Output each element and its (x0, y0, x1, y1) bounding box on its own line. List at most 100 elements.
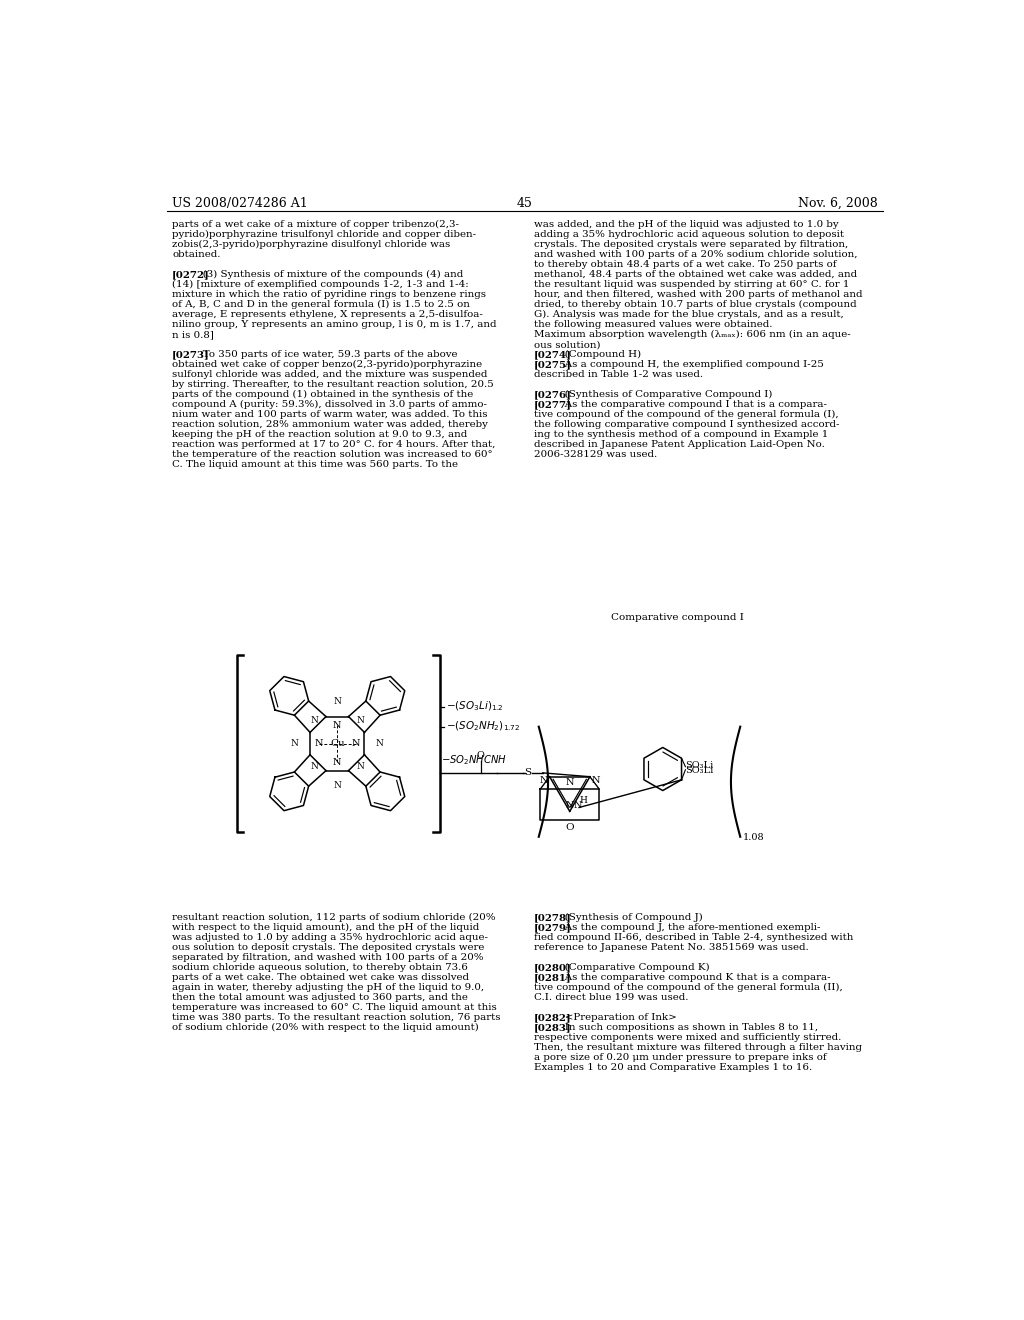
Text: separated by filtration, and washed with 100 parts of a 20%: separated by filtration, and washed with… (172, 953, 483, 962)
Text: N: N (573, 801, 582, 809)
Text: described in Table 1-2 was used.: described in Table 1-2 was used. (535, 370, 703, 379)
Text: tive compound of the compound of the general formula (I),: tive compound of the compound of the gen… (535, 411, 839, 420)
Text: [0273]: [0273] (172, 350, 210, 359)
Text: reference to Japanese Patent No. 3851569 was used.: reference to Japanese Patent No. 3851569… (535, 942, 809, 952)
Text: time was 380 parts. To the resultant reaction solution, 76 parts: time was 380 parts. To the resultant rea… (172, 1014, 501, 1022)
Text: of A, B, C and D in the general formula (I) is 1.5 to 2.5 on: of A, B, C and D in the general formula … (172, 300, 470, 309)
Text: 1.08: 1.08 (742, 833, 764, 842)
Text: N: N (356, 762, 365, 771)
Text: O: O (565, 824, 574, 832)
Text: S: S (524, 768, 531, 777)
Text: To 350 parts of ice water, 59.3 parts of the above: To 350 parts of ice water, 59.3 parts of… (193, 350, 458, 359)
Text: (Synthesis of Compound J): (Synthesis of Compound J) (555, 913, 702, 923)
Text: hour, and then filtered, washed with 200 parts of methanol and: hour, and then filtered, washed with 200… (535, 290, 862, 300)
Text: As a compound H, the exemplified compound I-25: As a compound H, the exemplified compoun… (555, 360, 823, 370)
Text: keeping the pH of the reaction solution at 9.0 to 9.3, and: keeping the pH of the reaction solution … (172, 430, 467, 440)
Text: a pore size of 0.20 μm under pressure to prepare inks of: a pore size of 0.20 μm under pressure to… (535, 1053, 826, 1063)
Text: N: N (310, 717, 318, 725)
Text: average, E represents ethylene, X represents a 2,5-disulfoa-: average, E represents ethylene, X repres… (172, 310, 483, 319)
Text: methanol, 48.4 parts of the obtained wet cake was added, and: methanol, 48.4 parts of the obtained wet… (535, 271, 857, 279)
Text: pyrido)porphyrazine trisulfonyl chloride and copper diben-: pyrido)porphyrazine trisulfonyl chloride… (172, 230, 476, 239)
Text: crystals. The deposited crystals were separated by filtration,: crystals. The deposited crystals were se… (535, 240, 848, 249)
Text: resultant reaction solution, 112 parts of sodium chloride (20%: resultant reaction solution, 112 parts o… (172, 913, 496, 923)
Text: (Comparative Compound K): (Comparative Compound K) (555, 964, 710, 972)
Text: N: N (376, 739, 384, 748)
Text: mixture in which the ratio of pyridine rings to benzene rings: mixture in which the ratio of pyridine r… (172, 290, 486, 300)
Text: by stirring. Thereafter, to the resultant reaction solution, 20.5: by stirring. Thereafter, to the resultan… (172, 380, 494, 389)
Text: described in Japanese Patent Application Laid-Open No.: described in Japanese Patent Application… (535, 441, 825, 449)
Text: $-(SO_3Li)_{1.2}$: $-(SO_3Li)_{1.2}$ (445, 700, 504, 713)
Text: Maximum absorption wavelength (λₘₐₓ): 606 nm (in an aque-: Maximum absorption wavelength (λₘₐₓ): 60… (535, 330, 851, 339)
Text: (3) Synthesis of mixture of the compounds (4) and: (3) Synthesis of mixture of the compound… (193, 271, 463, 279)
Text: with respect to the liquid amount), and the pH of the liquid: with respect to the liquid amount), and … (172, 923, 479, 932)
Text: As the compound J, the afore-mentioned exempli-: As the compound J, the afore-mentioned e… (555, 923, 820, 932)
Text: [0280]: [0280] (535, 964, 571, 972)
Text: G). Analysis was made for the blue crystals, and as a result,: G). Analysis was made for the blue cryst… (535, 310, 844, 319)
Text: ous solution): ous solution) (535, 341, 601, 348)
Text: N: N (351, 739, 360, 748)
Text: compound A (purity: 59.3%), dissolved in 3.0 parts of ammo-: compound A (purity: 59.3%), dissolved in… (172, 400, 487, 409)
Text: [0276]: [0276] (535, 391, 572, 399)
Text: [0272]: [0272] (172, 271, 210, 279)
Text: Nov. 6, 2008: Nov. 6, 2008 (798, 197, 878, 210)
Text: and washed with 100 parts of a 20% sodium chloride solution,: and washed with 100 parts of a 20% sodiu… (535, 249, 858, 259)
Text: N: N (565, 801, 574, 809)
Text: fied compound II-66, described in Table 2-4, synthesized with: fied compound II-66, described in Table … (535, 933, 853, 942)
Text: [0274]: [0274] (535, 350, 572, 359)
Text: N: N (333, 721, 341, 730)
Text: Then, the resultant mixture was filtered through a filter having: Then, the resultant mixture was filtered… (535, 1043, 862, 1052)
Text: zobis(2,3-pyrido)porphyrazine disulfonyl chloride was: zobis(2,3-pyrido)porphyrazine disulfonyl… (172, 240, 451, 249)
Text: reaction solution, 28% ammonium water was added, thereby: reaction solution, 28% ammonium water wa… (172, 420, 488, 429)
Text: [0275]: [0275] (535, 360, 572, 370)
Text: N: N (334, 781, 341, 791)
Text: then the total amount was adjusted to 360 parts, and the: then the total amount was adjusted to 36… (172, 993, 468, 1002)
Text: N: N (356, 717, 365, 725)
Text: sulfonyl chloride was added, and the mixture was suspended: sulfonyl chloride was added, and the mix… (172, 370, 487, 379)
Text: respective components were mixed and sufficiently stirred.: respective components were mixed and suf… (535, 1034, 842, 1041)
Text: C.I. direct blue 199 was used.: C.I. direct blue 199 was used. (535, 993, 688, 1002)
Text: $-SO_2NHCNH$: $-SO_2NHCNH$ (441, 752, 507, 767)
Text: to thereby obtain 48.4 parts of a wet cake. To 250 parts of: to thereby obtain 48.4 parts of a wet ca… (535, 260, 837, 269)
Text: nilino group, Y represents an amino group, l is 0, m is 1.7, and: nilino group, Y represents an amino grou… (172, 321, 497, 329)
Text: SO₃Li: SO₃Li (685, 766, 714, 775)
Text: H: H (580, 796, 588, 805)
Text: N: N (291, 739, 299, 748)
Text: parts of a wet cake of a mixture of copper tribenzo(2,3-: parts of a wet cake of a mixture of copp… (172, 220, 459, 230)
Text: N: N (333, 758, 341, 767)
Text: N: N (592, 776, 600, 785)
Text: [0277]: [0277] (535, 400, 572, 409)
Text: sodium chloride aqueous solution, to thereby obtain 73.6: sodium chloride aqueous solution, to the… (172, 964, 468, 972)
Text: adding a 35% hydrochloric acid aqueous solution to deposit: adding a 35% hydrochloric acid aqueous s… (535, 230, 844, 239)
Text: <Preparation of Ink>: <Preparation of Ink> (555, 1014, 677, 1022)
Text: parts of a wet cake. The obtained wet cake was dissolved: parts of a wet cake. The obtained wet ca… (172, 973, 469, 982)
Text: As the comparative compound I that is a compara-: As the comparative compound I that is a … (555, 400, 826, 409)
Text: (Compound H): (Compound H) (555, 350, 641, 359)
Text: Comparative compound I: Comparative compound I (611, 612, 744, 622)
Text: dried, to thereby obtain 10.7 parts of blue crystals (compound: dried, to thereby obtain 10.7 parts of b… (535, 300, 857, 309)
Text: [0282]: [0282] (535, 1014, 571, 1022)
Text: (Synthesis of Comparative Compound I): (Synthesis of Comparative Compound I) (555, 391, 772, 399)
Text: obtained.: obtained. (172, 249, 221, 259)
Text: n is 0.8]: n is 0.8] (172, 330, 214, 339)
Text: temperature was increased to 60° C. The liquid amount at this: temperature was increased to 60° C. The … (172, 1003, 497, 1012)
Text: [0278]: [0278] (535, 913, 571, 921)
Text: ous solution to deposit crystals. The deposited crystals were: ous solution to deposit crystals. The de… (172, 942, 484, 952)
Text: reaction was performed at 17 to 20° C. for 4 hours. After that,: reaction was performed at 17 to 20° C. f… (172, 441, 496, 449)
Text: the resultant liquid was suspended by stirring at 60° C. for 1: the resultant liquid was suspended by st… (535, 280, 850, 289)
Text: N: N (540, 776, 548, 785)
Text: was added, and the pH of the liquid was adjusted to 1.0 by: was added, and the pH of the liquid was … (535, 220, 839, 228)
Text: tive compound of the compound of the general formula (II),: tive compound of the compound of the gen… (535, 983, 843, 993)
Text: of sodium chloride (20% with respect to the liquid amount): of sodium chloride (20% with respect to … (172, 1023, 479, 1032)
Text: parts of the compound (1) obtained in the synthesis of the: parts of the compound (1) obtained in th… (172, 391, 473, 399)
Text: the temperature of the reaction solution was increased to 60°: the temperature of the reaction solution… (172, 450, 493, 459)
Text: [0279]: [0279] (535, 923, 571, 932)
Text: the following comparative compound I synthesized accord-: the following comparative compound I syn… (535, 420, 840, 429)
Text: nium water and 100 parts of warm water, was added. To this: nium water and 100 parts of warm water, … (172, 411, 487, 420)
Text: In such compositions as shown in Tables 8 to 11,: In such compositions as shown in Tables … (555, 1023, 818, 1032)
Text: N: N (314, 739, 323, 748)
Text: obtained wet cake of copper benzo(2,3-pyrido)porphyrazine: obtained wet cake of copper benzo(2,3-py… (172, 360, 482, 370)
Text: again in water, thereby adjusting the pH of the liquid to 9.0,: again in water, thereby adjusting the pH… (172, 983, 484, 993)
Text: US 2008/0274286 A1: US 2008/0274286 A1 (172, 197, 308, 210)
Text: N: N (310, 762, 318, 771)
Text: As the comparative compound K that is a compara-: As the comparative compound K that is a … (555, 973, 830, 982)
